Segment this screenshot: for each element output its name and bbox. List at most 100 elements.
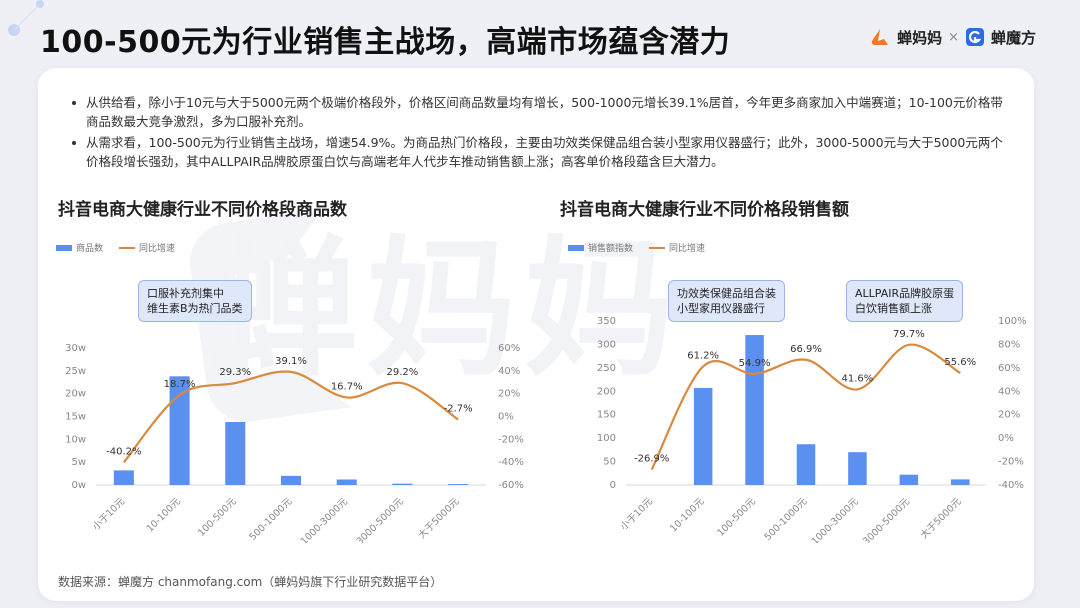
- callout-line: ALLPAIR品牌胶原蛋: [855, 287, 955, 300]
- y-right-tick-label: 40%: [498, 366, 520, 377]
- chart-legend-left: 商品数 同比增速: [56, 241, 185, 254]
- legend-label-line: 同比增速: [139, 244, 176, 254]
- y-left-tick-label: 5w: [71, 457, 86, 468]
- y-right-tick-label: 80%: [998, 339, 1020, 350]
- page-header: 100-500元为行业销售主战场，高端市场蕴含潜力 蝉妈妈 × 蝉魔方: [0, 0, 1080, 68]
- legend-item-line: 同比增速: [649, 241, 705, 254]
- x-tick-label: 100-500元: [196, 496, 239, 539]
- y-left-tick-label: 150: [597, 410, 616, 421]
- callout-line: 白饮销售额上涨: [855, 302, 932, 315]
- data-label: 54.9%: [739, 358, 771, 369]
- y-right-tick-label: -40%: [998, 480, 1024, 491]
- data-label: 79.7%: [893, 329, 925, 340]
- y-left-tick-label: 15w: [65, 412, 86, 423]
- x-tick-label: 3000-5000元: [861, 496, 912, 543]
- data-label: 16.7%: [331, 381, 363, 392]
- chanmama-logo-icon: [871, 29, 889, 45]
- data-label: 29.2%: [387, 367, 419, 378]
- data-label: -40.2%: [106, 446, 141, 457]
- chanmofang-logo-icon: [965, 28, 984, 46]
- content-card: 蝉妈妈 从供给看，除小于10元与大于5000元两个极端价格段外，价格区间商品数量…: [38, 68, 1034, 601]
- y-left-tick-label: 0w: [71, 480, 86, 491]
- bar: [169, 376, 190, 485]
- bar: [848, 452, 867, 485]
- bullet-demand: 从需求看，100-500元为行业销售主战场，增速54.9%。为商品热门价格段，主…: [70, 133, 1010, 171]
- y-right-tick-label: 0%: [498, 412, 514, 423]
- y-right-tick-label: 20%: [498, 389, 520, 400]
- chart-legend-right: 销售额指数 同比增速: [568, 241, 715, 254]
- y-left-tick-label: 10w: [65, 434, 86, 445]
- growth-line: [650, 343, 961, 471]
- y-left-tick-label: 25w: [65, 366, 86, 377]
- x-tick-label: 100-500元: [715, 496, 758, 539]
- y-right-tick-label: 60%: [998, 363, 1020, 374]
- y-left-tick-label: 350: [597, 316, 616, 327]
- callout-line: 功效类保健品组合装: [677, 287, 776, 300]
- bar: [899, 474, 919, 485]
- bar: [951, 479, 970, 485]
- legend-item-line: 同比增速: [119, 241, 175, 254]
- y-right-tick-label: -20%: [498, 434, 524, 445]
- x-tick-label: 小于10元: [91, 496, 128, 533]
- y-left-tick-label: 20w: [65, 389, 86, 400]
- y-right-tick-label: 20%: [998, 410, 1020, 421]
- bar: [448, 484, 469, 485]
- brand-secondary: 蝉魔方: [990, 28, 1036, 47]
- legend-swatch-line: [649, 246, 666, 249]
- data-label: 41.6%: [842, 373, 874, 384]
- chart-callout-right-2: ALLPAIR品牌胶原蛋 白饮销售额上涨: [846, 280, 964, 322]
- y-left-tick-label: 300: [597, 339, 616, 350]
- callout-line: 维生素B为热门品类: [147, 302, 243, 315]
- data-label: 66.9%: [790, 344, 822, 355]
- data-label: 29.3%: [219, 367, 251, 378]
- y-left-tick-label: 100: [597, 433, 616, 444]
- x-tick-label: 小于10元: [619, 496, 656, 533]
- chart-right-svg: 0 50 100 150 200 250 300 350 -40% -20% 0% 20% 40% 60%…: [597, 316, 1027, 543]
- callout-line: 小型家用仪器盛行: [677, 302, 765, 315]
- legend-item-bar: 销售额指数: [568, 241, 633, 254]
- y-right-tick-label: 0%: [998, 433, 1014, 444]
- bullet-supply: 从供给看，除小于10元与大于5000元两个极端价格段外，价格区间商品数量均有增长…: [70, 93, 1010, 131]
- x-tick-label: 500-1000元: [762, 496, 809, 543]
- chart-callout-left: 口服补充剂集中 维生素B为热门品类: [138, 280, 252, 322]
- chart-title-right: 抖音电商大健康行业不同价格段销售额: [560, 200, 849, 220]
- y-right-tick-label: -20%: [998, 457, 1024, 468]
- bar: [280, 475, 302, 485]
- legend-label-line: 同比增速: [669, 244, 706, 254]
- data-source-note: 数据来源：蝉魔方 chanmofang.com（蝉妈妈旗下行业研究数据平台）: [58, 575, 443, 589]
- legend-item-bar: 商品数: [56, 241, 103, 254]
- bar: [225, 421, 246, 485]
- x-tick-label: 10-100元: [668, 496, 707, 535]
- x-tick-label: 500-1000元: [247, 496, 294, 543]
- x-tick-label: 1000-3000元: [810, 496, 861, 543]
- brand-logos: 蝉妈妈 × 蝉魔方: [869, 24, 1036, 50]
- x-tick-label: 3000-5000元: [355, 496, 406, 543]
- chart-left-svg: 0w 5w 10w 15w 20w 25w 30w -60% -40% -20% 0% 20% 40% 6…: [65, 343, 524, 543]
- legend-swatch-bar: [56, 244, 72, 251]
- data-label: -2.7%: [444, 404, 473, 415]
- brand-separator: ×: [948, 29, 959, 45]
- growth-line: [123, 370, 459, 464]
- bar: [392, 483, 413, 485]
- data-label: 55.6%: [944, 357, 976, 368]
- y-right-tick-label: -60%: [498, 480, 524, 491]
- legend-label-bar: 销售额指数: [588, 244, 634, 254]
- y-left-tick-label: 50: [603, 457, 616, 468]
- data-label: 39.1%: [275, 356, 307, 367]
- y-right-tick-label: 100%: [998, 316, 1027, 327]
- callout-line: 口服补充剂集中: [147, 287, 224, 300]
- insight-bullets: 从供给看，除小于10元与大于5000元两个极端价格段外，价格区间商品数量均有增长…: [70, 93, 1010, 173]
- page-title: 100-500元为行业销售主战场，高端市场蕴含潜力: [40, 25, 731, 60]
- legend-swatch-bar: [568, 244, 584, 251]
- chart-callout-right-1: 功效类保健品组合装 小型家用仪器盛行: [668, 280, 785, 322]
- y-right-tick-label: 60%: [498, 343, 520, 354]
- x-tick-label: 1000-3000元: [299, 496, 350, 543]
- y-left-tick-label: 200: [597, 386, 616, 397]
- y-left-tick-label: 250: [597, 363, 616, 374]
- brand-primary: 蝉妈妈: [897, 28, 943, 47]
- y-left-tick-label: 30w: [65, 343, 86, 354]
- x-tick-label: 大于5000元: [416, 495, 462, 541]
- legend-swatch-line: [119, 246, 136, 249]
- bar: [113, 470, 134, 485]
- y-right-tick-label: 40%: [998, 386, 1020, 397]
